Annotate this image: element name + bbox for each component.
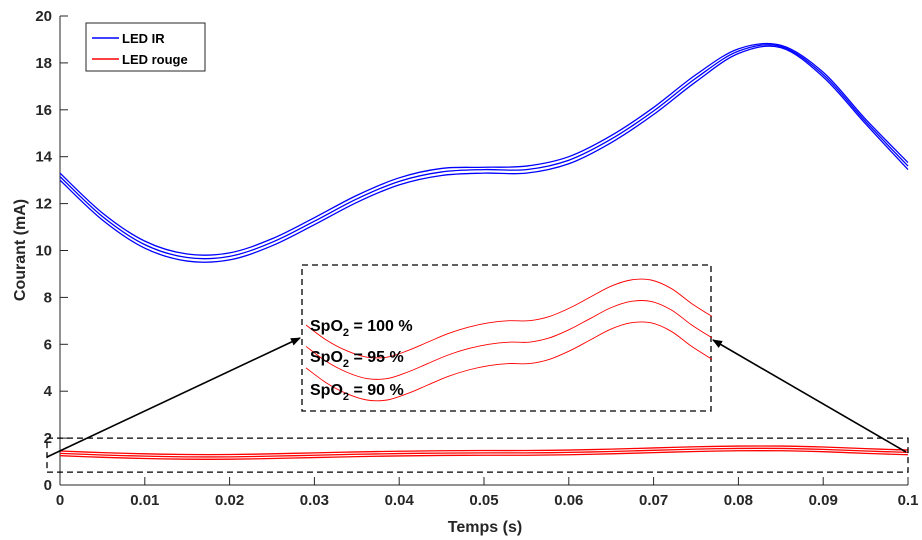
axes-frame — [59, 16, 908, 486]
series-line-led-ir — [59, 44, 909, 260]
x-tick-label: 0.06 — [554, 492, 583, 509]
series-line-led-ir — [59, 42, 909, 256]
legend-box — [85, 22, 206, 72]
zoom-arrow-right — [712, 339, 907, 453]
x-tick-label: 0.01 — [130, 492, 159, 509]
y-tick-label: 4 — [44, 383, 53, 400]
y-tick-label: 8 — [44, 289, 52, 306]
spo2-annotation: SpO2 = 95 % — [310, 349, 404, 370]
zoom-inset: SpO2 = 100 % SpO2 = 95 % SpO2 = 90 % — [46, 264, 909, 473]
series-layer — [59, 42, 909, 460]
x-tick-label: 0.1 — [898, 492, 919, 509]
y-tick-label: 10 — [35, 243, 52, 260]
zoom-region-box — [46, 437, 909, 473]
x-tick-label: 0.07 — [639, 492, 668, 509]
y-axis-title: Courant (mA) — [12, 199, 29, 301]
inset-series-line — [305, 278, 713, 359]
x-tick-label: 0.09 — [809, 492, 838, 509]
x-axis-ticks: 0 0.01 0.02 0.03 0.04 0.05 0.06 0.07 0.08 0.09 0.1 — [56, 477, 919, 509]
y-tick-label: 14 — [35, 149, 52, 166]
x-tick-label: 0.03 — [300, 492, 329, 509]
y-tick-label: 20 — [35, 8, 52, 25]
x-tick-label: 0.04 — [385, 492, 415, 509]
series-line-led-rouge — [59, 445, 909, 456]
spo2-annotation: SpO2 = 90 % — [310, 382, 404, 403]
y-tick-label: 6 — [44, 336, 52, 353]
spo2-annotation: SpO2 = 100 % — [310, 318, 413, 339]
series-line-led-rouge — [59, 447, 909, 458]
legend: LED IR LED rouge — [85, 22, 206, 72]
zoom-arrow-left — [46, 337, 301, 458]
legend-label: LED IR — [122, 31, 165, 46]
series-line-led-rouge — [59, 450, 909, 460]
inset-series-line — [305, 321, 713, 402]
y-tick-label: 16 — [35, 102, 52, 119]
legend-label: LED rouge — [122, 52, 188, 67]
series-line-led-ir — [59, 45, 909, 263]
inset-series-line — [305, 300, 713, 380]
x-tick-label: 0.08 — [724, 492, 753, 509]
x-axis-title: Temps (s) — [448, 519, 522, 536]
x-tick-label: 0 — [56, 492, 64, 509]
zoom-inset-box — [301, 264, 712, 412]
y-tick-label: 0 — [44, 477, 52, 494]
y-tick-label: 12 — [35, 196, 52, 213]
x-tick-label: 0.05 — [469, 492, 498, 509]
x-tick-label: 0.02 — [215, 492, 244, 509]
y-tick-label: 18 — [35, 55, 52, 72]
